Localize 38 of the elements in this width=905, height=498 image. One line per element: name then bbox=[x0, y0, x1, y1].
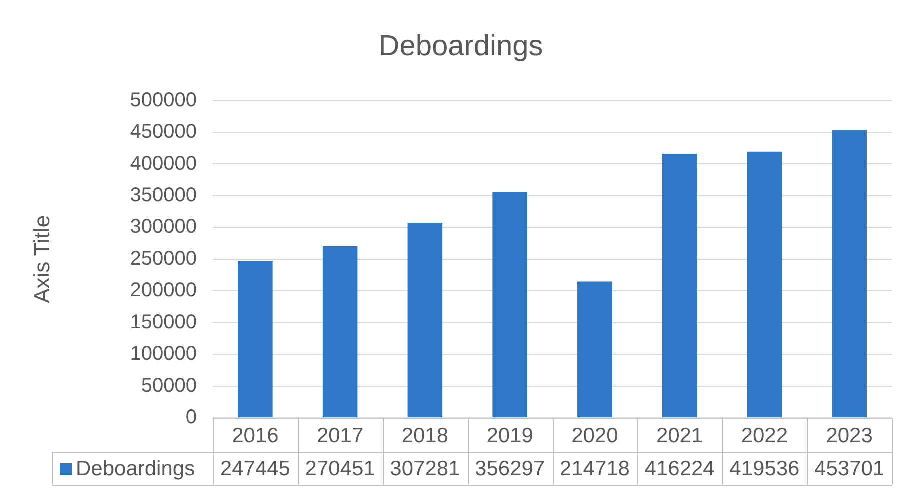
bar bbox=[238, 261, 273, 418]
x-tick-label: 2022 bbox=[741, 424, 788, 448]
bar bbox=[747, 152, 782, 418]
data-label: 214718 bbox=[560, 457, 630, 480]
y-axis-title: Axis Title bbox=[29, 215, 54, 304]
x-tick-label: 2017 bbox=[316, 424, 364, 448]
data-label: 453701 bbox=[814, 457, 885, 480]
data-label: 419536 bbox=[730, 457, 800, 480]
x-tick-label: 2020 bbox=[572, 424, 618, 448]
legend-label: Deboardings bbox=[76, 457, 196, 480]
y-tick-label: 450000 bbox=[130, 121, 197, 144]
x-tick-label: 2021 bbox=[656, 424, 704, 448]
bar bbox=[832, 130, 867, 418]
x-tick-label: 2019 bbox=[486, 424, 534, 448]
x-tick-label: 2016 bbox=[232, 424, 279, 448]
bar bbox=[322, 246, 358, 418]
bar bbox=[662, 154, 698, 418]
data-label: 247445 bbox=[220, 457, 290, 480]
y-tick-label: 50000 bbox=[141, 374, 197, 397]
y-tick-label: 250000 bbox=[130, 248, 197, 270]
x-tick-label: 2018 bbox=[402, 424, 449, 448]
data-label: 416224 bbox=[644, 457, 716, 480]
y-tick-label: 350000 bbox=[130, 184, 197, 206]
y-tick-label: 500000 bbox=[130, 89, 197, 112]
y-tick-label: 0 bbox=[186, 406, 197, 429]
y-tick-label: 150000 bbox=[130, 311, 197, 334]
y-tick-label: 100000 bbox=[130, 343, 197, 366]
data-label: 270451 bbox=[305, 457, 376, 480]
bar bbox=[578, 282, 612, 418]
chart-title: Deboardings bbox=[378, 30, 544, 62]
bar bbox=[408, 223, 443, 418]
y-tick-label: 300000 bbox=[130, 216, 197, 238]
data-label: 356297 bbox=[475, 457, 546, 480]
bar bbox=[492, 192, 528, 418]
y-tick-label: 200000 bbox=[130, 280, 197, 302]
data-label: 307281 bbox=[390, 457, 460, 480]
x-tick-label: 2023 bbox=[826, 424, 873, 448]
y-tick-label: 400000 bbox=[130, 152, 197, 175]
